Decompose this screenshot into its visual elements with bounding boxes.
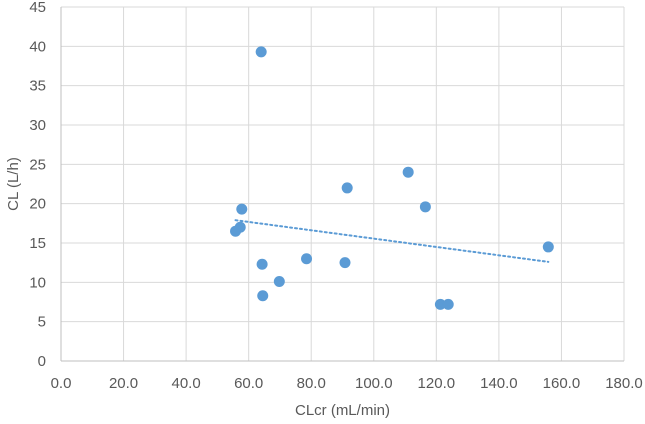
x-tick-label: 20.0 [109,375,138,392]
x-tick-label: 180.0 [605,375,643,392]
trendline [234,219,550,263]
data-point [273,276,285,288]
data-point [442,298,454,310]
x-tick-label: 40.0 [172,375,201,392]
linear-trendline [234,219,550,263]
y-tick-label: 20 [29,196,46,213]
x-axis-title: CLcr (mL/min) [295,402,390,419]
y-tick-label: 0 [38,353,46,370]
y-tick-label: 10 [29,274,46,291]
data-point [402,166,414,178]
tick-labels: 0.0 20.0 40.0 60.0 80.0 100.0 120.0 140.0 160.0 1… [29,0,642,392]
data-point [434,298,446,310]
data-points [230,46,554,310]
data-point [255,46,267,58]
y-tick-label: 45 [29,0,46,16]
x-tick-label: 160.0 [543,375,581,392]
data-point [256,258,268,270]
data-point [236,203,248,215]
y-tick-label: 30 [29,117,46,134]
y-tick-label: 25 [29,156,46,173]
data-point [419,201,431,213]
x-tick-label: 100.0 [355,375,393,392]
x-tick-label: 140.0 [480,375,518,392]
data-point [301,253,313,265]
data-point [542,241,554,253]
x-tick-label: 120.0 [418,375,456,392]
gridlines [61,6,625,361]
y-tick-label: 5 [38,314,46,331]
y-tick-label: 15 [29,235,46,252]
x-tick-label: 0.0 [51,375,72,392]
y-tick-label: 40 [29,38,46,55]
data-point [230,225,242,237]
data-point [257,290,269,302]
y-tick-label: 35 [29,78,46,95]
x-tick-label: 80.0 [297,375,326,392]
data-point [339,257,351,269]
data-point [341,182,353,194]
axes [60,7,624,362]
x-tick-label: 60.0 [234,375,263,392]
y-axis-title: CL (L/h) [5,157,22,211]
